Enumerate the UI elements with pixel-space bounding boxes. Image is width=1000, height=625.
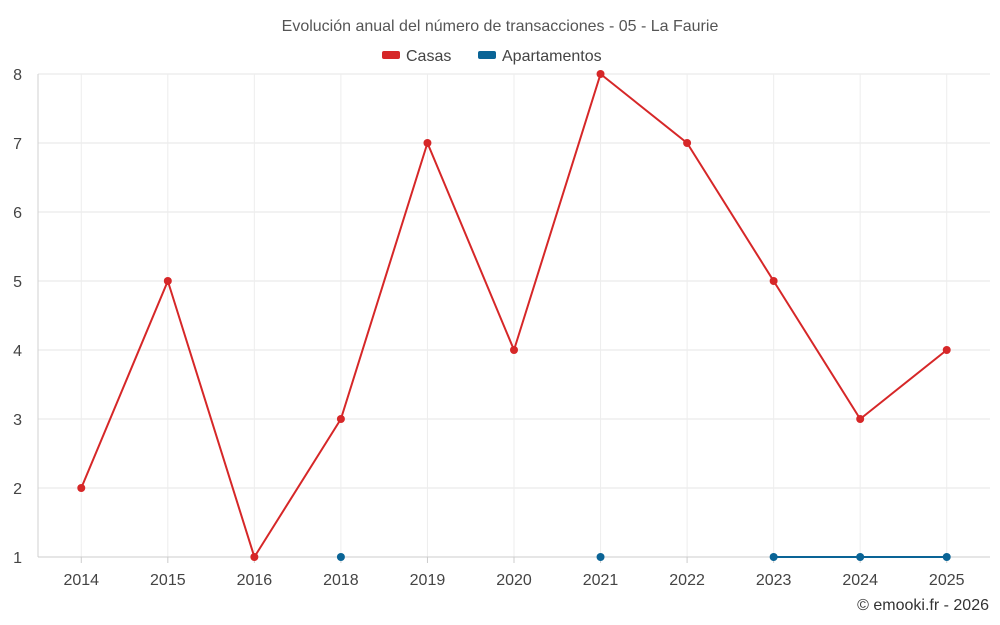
credit-text: © emooki.fr - 2026: [857, 597, 989, 614]
y-tick-label-6: 6: [13, 205, 22, 222]
point-apartamentos-2025: [942, 553, 951, 561]
legend-label-casas: Casas: [406, 48, 451, 65]
point-casas-2025: [942, 346, 951, 354]
legend-item-apartamentos: Apartamentos: [478, 48, 602, 65]
x-tick-label-2019: 2019: [410, 572, 446, 589]
axes: 1 2 3 4 5 6 7 8 2014 2015 2016 2018 2019 2020 2021 2022…: [13, 67, 990, 589]
y-tick-label-7: 7: [13, 136, 22, 153]
point-casas-2014: [77, 484, 86, 492]
y-tick-label-4: 4: [13, 343, 22, 360]
legend-label-apartamentos: Apartamentos: [502, 48, 602, 65]
point-casas-2023: [769, 277, 778, 285]
legend-item-casas: Casas: [382, 48, 451, 65]
point-apartamentos-2023: [769, 553, 778, 561]
y-tick-label-3: 3: [13, 412, 22, 429]
point-casas-2016: [250, 553, 259, 561]
x-tick-label-2020: 2020: [496, 572, 532, 589]
x-tick-label-2024: 2024: [842, 572, 878, 589]
point-casas-2020: [510, 346, 518, 354]
point-casas-2018: [336, 415, 345, 423]
y-tick-label-2: 2: [13, 481, 22, 498]
point-apartamentos-2018: [336, 553, 345, 561]
legend: Casas Apartamentos: [382, 48, 602, 65]
point-casas-2015: [163, 277, 172, 285]
point-casas-2021: [596, 70, 605, 78]
x-tick-label-2025: 2025: [929, 572, 965, 589]
x-tick-label-2014: 2014: [63, 572, 99, 589]
legend-swatch-casas: [382, 51, 400, 59]
grid: [38, 73, 990, 557]
chart-title: Evolución anual del número de transaccio…: [282, 18, 719, 35]
point-casas-2019: [423, 139, 432, 147]
point-apartamentos-2024: [856, 553, 865, 561]
y-tick-label-1: 1: [13, 550, 22, 567]
x-tick-label-2021: 2021: [583, 572, 619, 589]
x-tick-label-2015: 2015: [150, 572, 186, 589]
x-tick-label-2016: 2016: [237, 572, 273, 589]
x-tick-label-2023: 2023: [756, 572, 792, 589]
point-casas-2022: [683, 139, 692, 147]
series-group: [77, 70, 951, 561]
point-casas-2024: [856, 415, 865, 423]
legend-swatch-apartamentos: [478, 51, 496, 59]
x-tick-label-2018: 2018: [323, 572, 359, 589]
y-tick-label-5: 5: [13, 274, 22, 291]
y-tick-label-8: 8: [13, 67, 22, 84]
point-apartamentos-2021: [596, 553, 605, 561]
x-tick-label-2022: 2022: [669, 572, 705, 589]
